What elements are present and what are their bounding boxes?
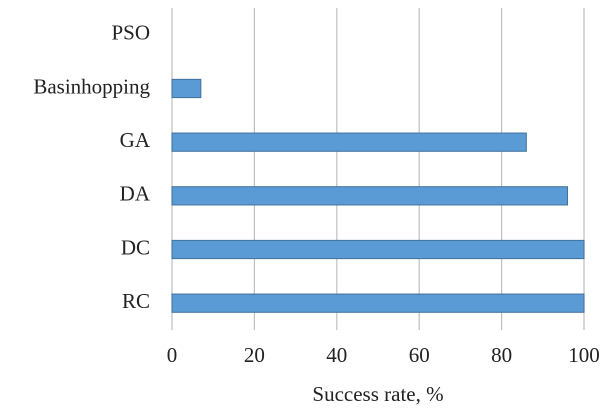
y-tick-label: RC xyxy=(122,289,150,313)
x-tick-label: 0 xyxy=(167,343,178,367)
y-tick-label: Basinhopping xyxy=(33,74,150,98)
bar xyxy=(171,186,569,206)
x-tick-label: 40 xyxy=(326,343,347,367)
y-tick-label: DC xyxy=(121,235,150,259)
x-tick-label: 20 xyxy=(244,343,265,367)
x-tick-label: 80 xyxy=(491,343,512,367)
x-axis-label: Success rate, % xyxy=(312,382,443,406)
bar xyxy=(171,78,202,99)
bar xyxy=(171,132,527,152)
x-tick-label: 60 xyxy=(409,343,430,367)
bar xyxy=(171,239,585,260)
y-tick-label: DA xyxy=(120,182,151,206)
y-tick-label: GA xyxy=(120,128,151,152)
bar xyxy=(171,293,585,313)
y-tick-label: PSO xyxy=(111,21,150,45)
x-tick-label: 100 xyxy=(568,343,600,367)
